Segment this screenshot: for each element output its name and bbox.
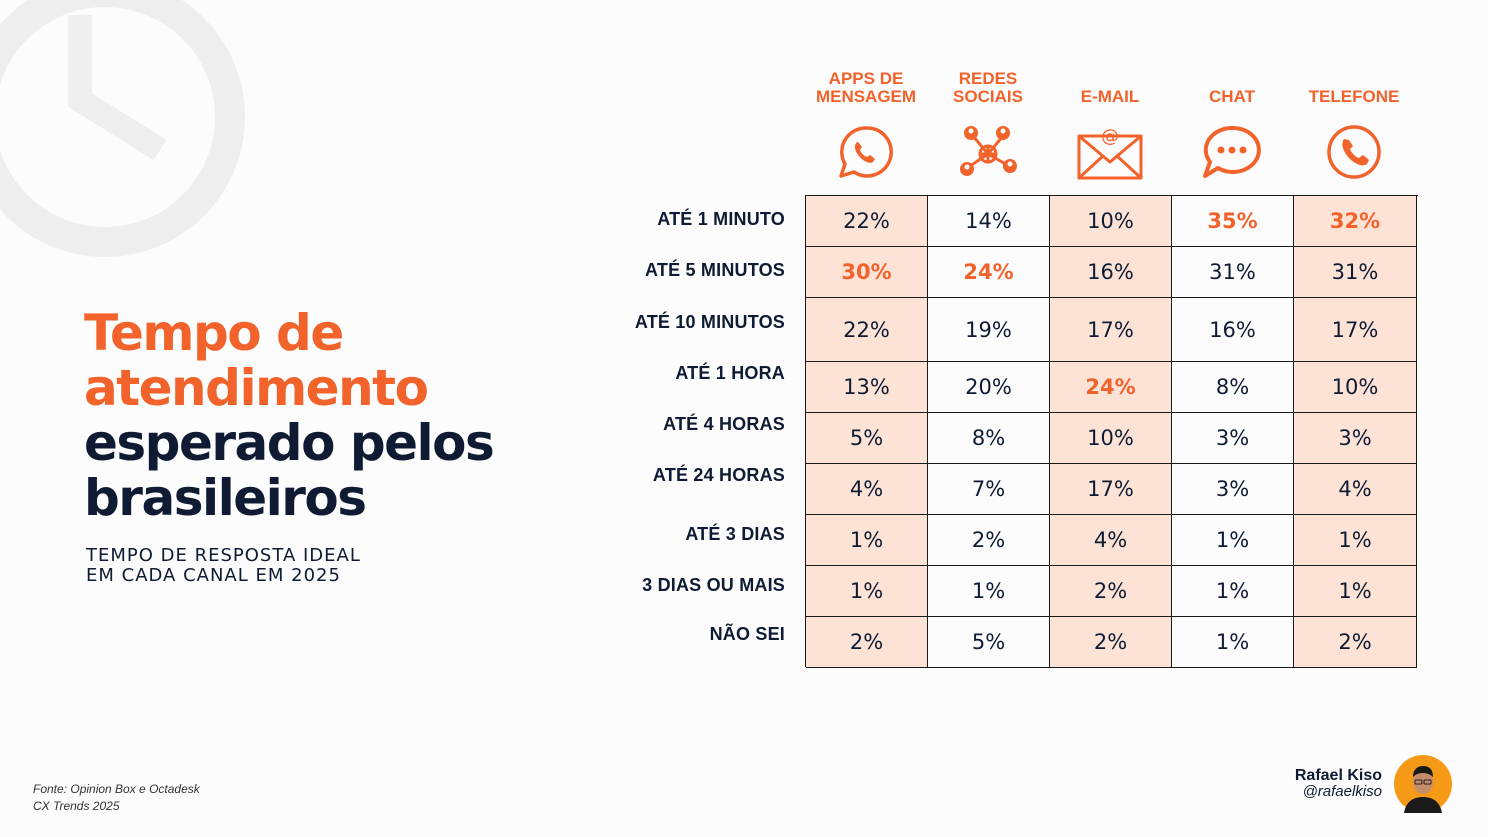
table-cell: 17%	[1050, 464, 1172, 515]
table-cell: 13%	[806, 362, 928, 413]
table-cell: 3%	[1172, 464, 1294, 515]
subtitle-line-1: TEMPO DE RESPOSTA IDEAL	[86, 545, 361, 566]
title-line-1: Tempo de	[84, 304, 344, 362]
column-header-chat: CHAT	[1209, 87, 1255, 106]
table-cell: 2%	[1050, 566, 1172, 617]
table-cell: 2%	[1294, 617, 1417, 668]
phone-icon	[1327, 125, 1381, 179]
table-cell: 19%	[928, 298, 1050, 362]
source-line-2: CX Trends 2025	[33, 799, 120, 813]
title-line-4: brasileiros	[84, 469, 367, 527]
svg-text:@: @	[1101, 126, 1119, 147]
table-cell: 30%	[806, 247, 928, 298]
table-cell: 22%	[806, 298, 928, 362]
avatar	[1394, 755, 1452, 813]
row-label-ate-1-hora: ATÉ 1 HORA	[675, 363, 785, 383]
table-cell: 1%	[806, 566, 928, 617]
table-cell: 1%	[928, 566, 1050, 617]
email-icon: @	[1077, 126, 1143, 180]
title-line-2: atendimento	[84, 359, 429, 417]
table-cell: 2%	[806, 617, 928, 668]
column-header-redes: REDES SOCIAIS	[953, 69, 1023, 106]
chat-bubble-icon	[1203, 125, 1261, 178]
table-cell: 17%	[1294, 298, 1417, 362]
table-cell: 3%	[1294, 413, 1417, 464]
author-handle: @rafaelkiso	[1302, 783, 1382, 800]
table-cell: 1%	[1172, 566, 1294, 617]
row-label-ate-1-minuto: ATÉ 1 MINUTO	[657, 209, 785, 229]
table-cell: 4%	[806, 464, 928, 515]
column-header-apps: APPS DE MENSAGEM	[815, 69, 917, 106]
table-cell: 17%	[1050, 298, 1172, 362]
table-cell: 10%	[1050, 196, 1172, 247]
column-header-email: E-MAIL	[1080, 87, 1140, 106]
row-label-3-dias-ou-mais: 3 DIAS OU MAIS	[642, 575, 785, 595]
table-cell: 4%	[1294, 464, 1417, 515]
author-block: Rafael Kiso @rafaelkiso	[1295, 767, 1382, 800]
table-cell: 22%	[806, 196, 928, 247]
table-cell: 31%	[1294, 247, 1417, 298]
row-label-ate-3-dias: ATÉ 3 DIAS	[685, 524, 785, 544]
table-cell: 32%	[1294, 196, 1417, 247]
source-line-1: Fonte: Opinion Box e Octadesk	[33, 782, 200, 796]
social-network-icon	[960, 126, 1017, 176]
table-cell: 4%	[1050, 515, 1172, 566]
row-label-ate-10-minutos: ATÉ 10 MINUTOS	[634, 312, 785, 332]
table-cell: 5%	[806, 413, 928, 464]
page-subtitle: TEMPO DE RESPOSTA IDEAL EM CADA CANAL EM…	[86, 546, 361, 586]
row-label-nao-sei: NÃO SEI	[709, 624, 785, 644]
column-header-telefone: TELEFONE	[1308, 87, 1400, 106]
subtitle-line-2: EM CADA CANAL EM 2025	[86, 565, 341, 586]
table-cell: 14%	[928, 196, 1050, 247]
row-label-ate-4-horas: ATÉ 4 HORAS	[663, 414, 785, 434]
table-cell: 1%	[1172, 515, 1294, 566]
table-cell: 8%	[928, 413, 1050, 464]
table-cell: 16%	[1050, 247, 1172, 298]
table-cell: 10%	[1294, 362, 1417, 413]
source-note: Fonte: Opinion Box e Octadesk CX Trends …	[33, 781, 200, 815]
row-label-ate-5-minutos: ATÉ 5 MINUTOS	[645, 260, 785, 280]
title-line-3: esperado pelos	[84, 414, 495, 472]
table-cell: 1%	[1172, 617, 1294, 668]
clock-decoration-icon	[0, 0, 245, 257]
author-name: Rafael Kiso	[1294, 767, 1382, 784]
table-cell: 1%	[1294, 566, 1417, 617]
table-cell: 24%	[928, 247, 1050, 298]
table-cell: 31%	[1172, 247, 1294, 298]
table-cell: 3%	[1172, 413, 1294, 464]
table-cell: 1%	[806, 515, 928, 566]
table-cell: 8%	[1172, 362, 1294, 413]
table-cell: 1%	[1294, 515, 1417, 566]
data-table: 22% 14% 10% 35% 32% 30% 24% 16% 31% 31% 22% 19% 17% 1…	[805, 195, 1418, 668]
table-cell: 35%	[1172, 196, 1294, 247]
table-cell: 20%	[928, 362, 1050, 413]
whatsapp-icon	[839, 126, 893, 178]
table-cell: 2%	[1050, 617, 1172, 668]
row-label-ate-24-horas: ATÉ 24 HORAS	[652, 465, 785, 485]
table-cell: 5%	[928, 617, 1050, 668]
table-cell: 24%	[1050, 362, 1172, 413]
table-cell: 7%	[928, 464, 1050, 515]
page-title: Tempo de atendimento esperado pelos bras…	[84, 304, 495, 527]
table-cell: 10%	[1050, 413, 1172, 464]
table-cell: 16%	[1172, 298, 1294, 362]
table-cell: 2%	[928, 515, 1050, 566]
